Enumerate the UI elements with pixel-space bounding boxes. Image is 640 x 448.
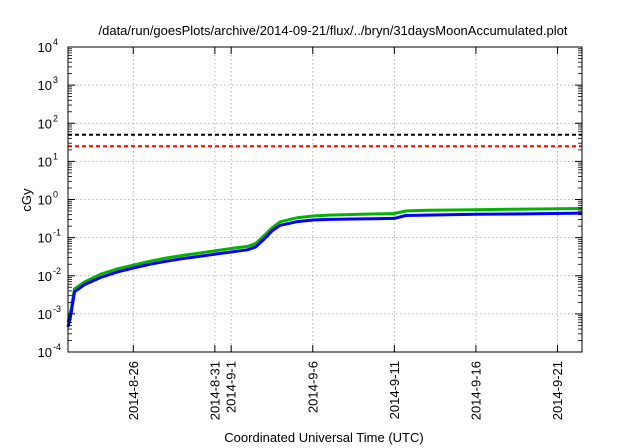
x-tick-label: 2014-9-6 (305, 361, 320, 413)
y-tick-exponent: 1 (53, 151, 58, 161)
grid-layer (68, 47, 582, 352)
y-tick-label: 10 (38, 231, 52, 246)
y-axis-label: cGy (19, 188, 34, 212)
y-tick-label: 10 (38, 154, 52, 169)
y-tick-label: 10 (38, 307, 52, 322)
y-tick-exponent: 2 (53, 113, 58, 123)
x-tick-label: 2014-8-31 (207, 361, 222, 420)
reference-lines (68, 133, 582, 148)
y-tick-label: 10 (38, 345, 52, 360)
x-axis-ticks: 2014-8-26 2014-8-31 2014-9-1 2014-9-6 2014-9… (126, 47, 565, 420)
y-tick-label: 10 (38, 193, 52, 208)
x-tick-label: 2014-9-11 (387, 361, 402, 419)
x-tick-label: 2014-9-16 (468, 361, 483, 420)
x-tick-label: 2014-9-21 (550, 361, 565, 420)
series-layer (66, 207, 583, 328)
y-tick-label: 10 (38, 269, 52, 284)
y-tick-exponent: -1 (53, 228, 61, 238)
y-tick-exponent: 0 (53, 190, 58, 200)
x-tick-label: 2014-9-1 (224, 361, 239, 413)
y-tick-label: 10 (38, 116, 52, 131)
chart-title: /data/run/goesPlots/archive/2014-09-21/f… (99, 23, 568, 38)
x-tick-label: 2014-8-26 (126, 361, 141, 420)
y-tick-label: 10 (38, 78, 52, 93)
y-tick-exponent: -2 (53, 266, 61, 276)
y-tick-exponent: 3 (53, 75, 58, 85)
y-tick-exponent: -3 (53, 304, 61, 314)
y-tick-exponent: -4 (53, 342, 61, 352)
series-line (66, 207, 583, 323)
series-line (66, 211, 583, 328)
y-tick-exponent: 4 (53, 37, 58, 47)
x-axis-label: Coordinated Universal Time (UTC) (224, 430, 423, 445)
y-tick-label: 10 (38, 40, 52, 55)
